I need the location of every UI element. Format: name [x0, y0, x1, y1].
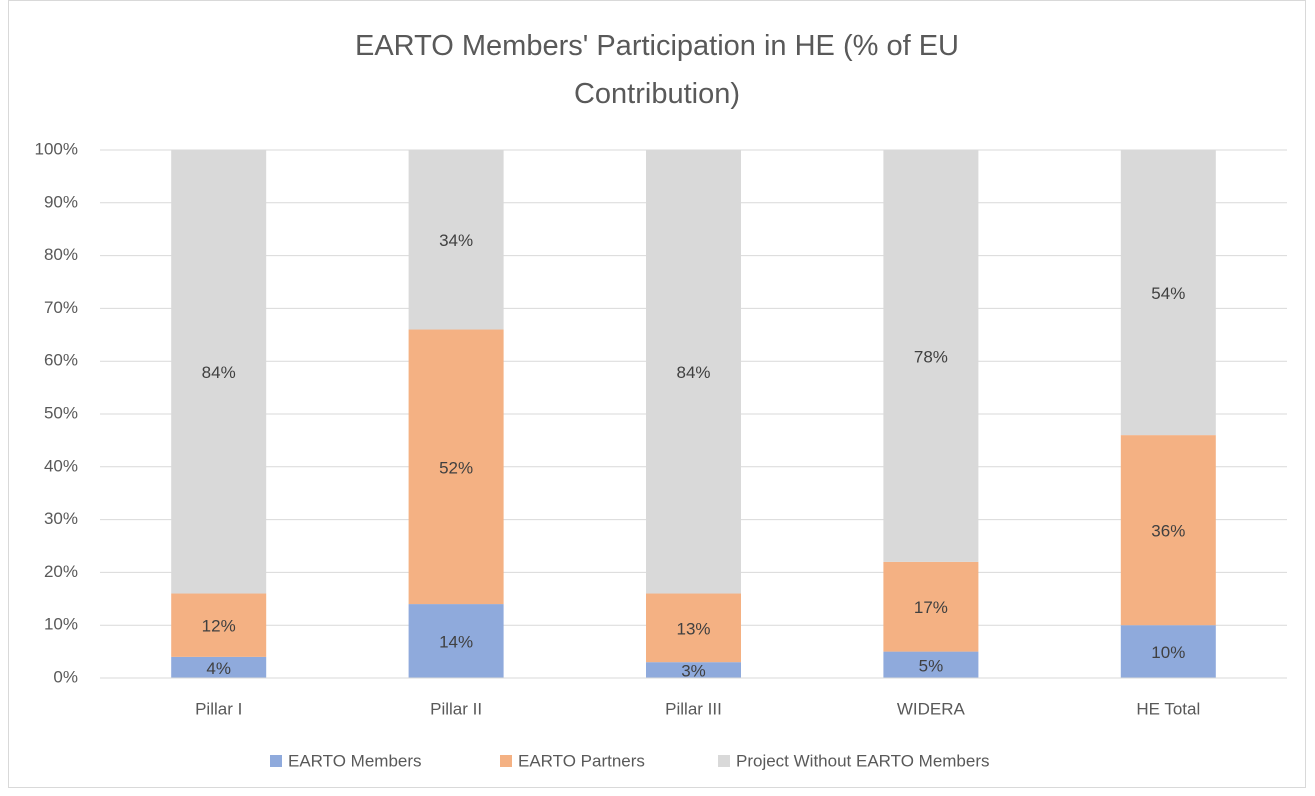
bar-segment — [408, 329, 504, 605]
data-label: 13% — [676, 619, 710, 638]
data-label: 10% — [1151, 643, 1185, 662]
legend-label: EARTO Partners — [518, 751, 645, 770]
legend-swatch — [270, 755, 282, 767]
bar-segment — [171, 656, 267, 678]
data-label: 52% — [439, 458, 473, 477]
bar-segment — [883, 561, 979, 652]
x-tick-label: Pillar I — [195, 699, 242, 718]
data-label: 78% — [914, 347, 948, 366]
bar-segment — [1120, 435, 1216, 626]
data-label: 3% — [681, 662, 706, 681]
y-tick-label: 80% — [44, 245, 78, 264]
y-tick-label: 90% — [44, 192, 78, 211]
bar-segment — [883, 150, 979, 562]
data-label: 5% — [919, 656, 944, 675]
y-tick-label: 20% — [44, 562, 78, 581]
y-tick-label: 50% — [44, 403, 78, 422]
data-label: 12% — [202, 617, 236, 636]
bar-segment — [646, 150, 741, 594]
bar-segment — [171, 150, 267, 594]
y-tick-label: 70% — [44, 298, 78, 317]
bar-segment — [171, 593, 267, 657]
data-label: 84% — [202, 363, 236, 382]
data-label: 4% — [206, 659, 231, 678]
y-tick-label: 30% — [44, 509, 78, 528]
bar-segment — [1120, 625, 1216, 678]
x-tick-label: Pillar II — [430, 699, 482, 718]
bar-segment — [408, 150, 504, 330]
data-label: 34% — [439, 231, 473, 250]
legend-swatch — [718, 755, 730, 767]
x-tick-label: HE Total — [1136, 699, 1200, 718]
x-tick-label: Pillar III — [665, 699, 722, 718]
chart-border — [8, 0, 1306, 788]
y-tick-label: 40% — [44, 456, 78, 475]
legend-label: Project Without EARTO Members — [736, 751, 990, 770]
y-tick-label: 100% — [35, 139, 78, 158]
chart-title: EARTO Members' Participation in HE (% of… — [354, 30, 959, 110]
data-label: 14% — [439, 633, 473, 652]
data-label: 36% — [1151, 522, 1185, 541]
data-label: 54% — [1151, 284, 1185, 303]
y-tick-label: 0% — [53, 667, 78, 686]
legend-swatch — [500, 755, 512, 767]
bar-segment — [1120, 150, 1216, 436]
y-tick-label: 10% — [44, 615, 78, 634]
x-tick-label: WIDERA — [897, 699, 966, 718]
bar-segment — [883, 651, 979, 678]
bar-segment — [408, 604, 504, 678]
y-tick-label: 60% — [44, 351, 78, 370]
bar-segment — [646, 593, 741, 663]
data-label: 17% — [914, 598, 948, 617]
data-label: 84% — [676, 363, 710, 382]
legend-label: EARTO Members — [288, 751, 422, 770]
bar-segment — [646, 662, 741, 678]
